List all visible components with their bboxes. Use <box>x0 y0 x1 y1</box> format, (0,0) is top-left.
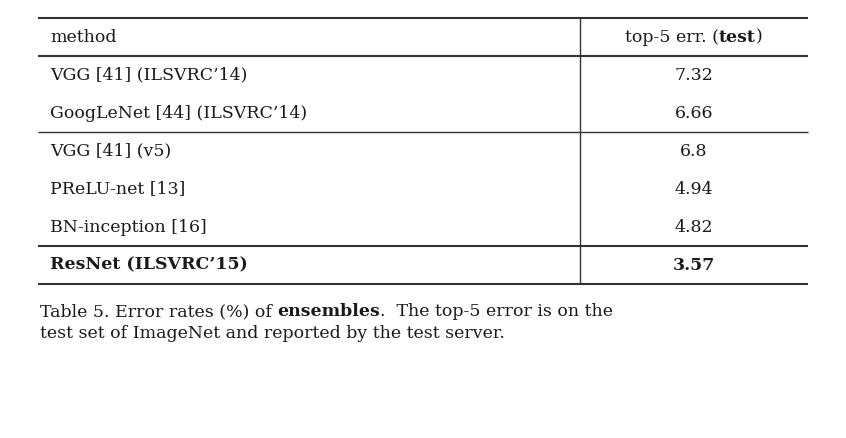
Text: VGG [41] (ILSVRC’14): VGG [41] (ILSVRC’14) <box>50 67 247 84</box>
Text: 3.57: 3.57 <box>673 257 715 273</box>
Text: GoogLeNet [44] (ILSVRC’14): GoogLeNet [44] (ILSVRC’14) <box>50 105 307 121</box>
Text: PReLU-net [13]: PReLU-net [13] <box>50 180 185 198</box>
Text: ResNet (ILSVRC’15): ResNet (ILSVRC’15) <box>50 257 248 273</box>
Text: 4.94: 4.94 <box>675 180 713 198</box>
Text: ensembles: ensembles <box>277 304 380 321</box>
Text: method: method <box>50 28 117 46</box>
Text: VGG [41] (v5): VGG [41] (v5) <box>50 142 171 159</box>
Text: 6.66: 6.66 <box>675 105 713 121</box>
Text: .  The top-5 error is on the: . The top-5 error is on the <box>380 304 613 321</box>
Text: BN-inception [16]: BN-inception [16] <box>50 219 206 236</box>
Text: 6.8: 6.8 <box>680 142 708 159</box>
Text: ): ) <box>756 28 763 46</box>
Text: 4.82: 4.82 <box>675 219 713 236</box>
Text: test set of ImageNet and reported by the test server.: test set of ImageNet and reported by the… <box>40 325 505 343</box>
Text: 7.32: 7.32 <box>674 67 713 84</box>
Text: test: test <box>719 28 756 46</box>
Text: top-5 err. (: top-5 err. ( <box>625 28 719 46</box>
Text: Table 5. Error rates (%) of: Table 5. Error rates (%) of <box>40 304 277 321</box>
